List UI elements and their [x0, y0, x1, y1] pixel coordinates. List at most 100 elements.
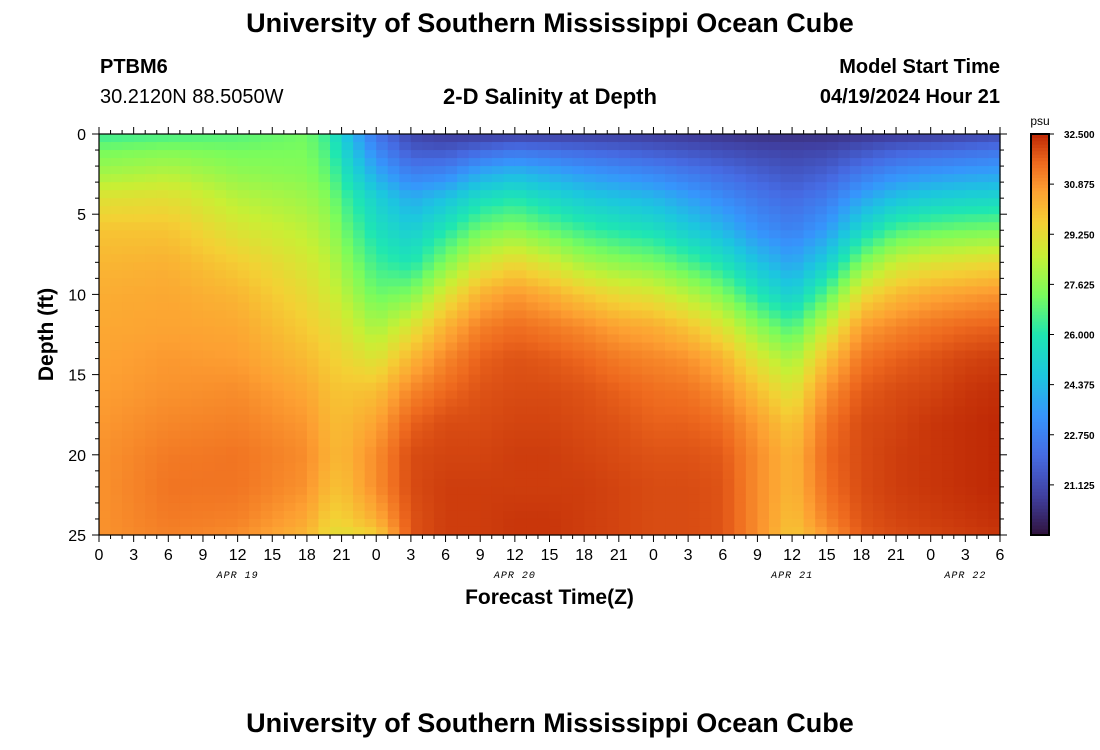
- colorbar-segment: [1031, 387, 1049, 392]
- heatmap-cell: [168, 334, 181, 344]
- heatmap-cell: [780, 214, 793, 223]
- heatmap-cell: [549, 334, 562, 344]
- heatmap-cell: [884, 470, 897, 480]
- heatmap-cell: [179, 310, 193, 320]
- heatmap-cell: [330, 230, 343, 239]
- heatmap-cell: [179, 454, 193, 464]
- heatmap-cell: [168, 398, 181, 408]
- heatmap-cell: [99, 278, 112, 287]
- heatmap-cell: [572, 446, 585, 456]
- heatmap-cell: [641, 166, 655, 175]
- heatmap-cell: [803, 470, 816, 480]
- heatmap-cell: [803, 262, 816, 271]
- heatmap-cell: [133, 486, 146, 496]
- heatmap-cell: [607, 318, 620, 328]
- heatmap-cell: [722, 454, 735, 464]
- heatmap-cell: [688, 174, 701, 183]
- heatmap-cell: [584, 462, 597, 472]
- heatmap-cell: [572, 430, 585, 440]
- heatmap-cell: [896, 406, 909, 416]
- heatmap-cell: [249, 214, 262, 223]
- heatmap-cell: [526, 166, 539, 175]
- heatmap-cell: [491, 334, 504, 344]
- heatmap-cell: [503, 390, 516, 400]
- heatmap-cell: [965, 374, 978, 384]
- heatmap-cell: [410, 470, 424, 480]
- heatmap-cell: [468, 526, 481, 536]
- heatmap-cell: [364, 478, 377, 488]
- heatmap-cell: [745, 374, 759, 384]
- heatmap-cell: [249, 318, 262, 328]
- heatmap-cell: [630, 190, 643, 199]
- heatmap-cell: [272, 470, 285, 480]
- heatmap-cell: [457, 366, 470, 376]
- heatmap-cell: [896, 134, 909, 143]
- heatmap-cell: [457, 470, 470, 480]
- heatmap-cell: [353, 478, 366, 488]
- heatmap-cell: [526, 374, 539, 384]
- heatmap-cell: [295, 222, 308, 231]
- heatmap-cell: [433, 398, 447, 408]
- heatmap-cell: [410, 166, 424, 175]
- heatmap-cell: [249, 390, 262, 400]
- heatmap-cell: [803, 422, 816, 432]
- heatmap-cell: [376, 254, 389, 263]
- heatmap-cell: [653, 438, 666, 448]
- heatmap-cell: [665, 486, 678, 496]
- heatmap-cell: [792, 286, 805, 295]
- heatmap-cell: [665, 286, 678, 295]
- heatmap-cell: [179, 270, 193, 279]
- heatmap-cell: [561, 518, 574, 528]
- heatmap-cell: [584, 430, 597, 440]
- heatmap-cell: [768, 374, 782, 384]
- heatmap-cell: [145, 150, 158, 159]
- heatmap-cell: [295, 414, 308, 424]
- heatmap-cell: [410, 214, 424, 223]
- heatmap-cell: [376, 142, 389, 151]
- heatmap-cell: [491, 414, 504, 424]
- heatmap-cell: [884, 230, 897, 239]
- heatmap-cell: [907, 366, 920, 376]
- heatmap-cell: [156, 358, 169, 368]
- heatmap-cell: [826, 222, 839, 231]
- heatmap-cell: [815, 158, 828, 167]
- heatmap-cell: [630, 246, 643, 255]
- heatmap-cell: [168, 422, 181, 432]
- heatmap-cell: [896, 190, 909, 199]
- y-tick-label: 15: [68, 368, 86, 385]
- heatmap-cell: [353, 342, 366, 352]
- heatmap-cell: [584, 190, 597, 199]
- heatmap-cell: [768, 454, 782, 464]
- heatmap-cell: [445, 270, 458, 279]
- heatmap-cell: [445, 390, 458, 400]
- heatmap-cell: [826, 334, 839, 344]
- heatmap-cell: [445, 486, 458, 496]
- heatmap-cell: [734, 318, 747, 328]
- heatmap-cell: [514, 278, 527, 287]
- heatmap-cell: [745, 286, 759, 295]
- heatmap-cell: [330, 510, 343, 520]
- heatmap-cell: [526, 318, 539, 328]
- heatmap-cell: [849, 422, 862, 432]
- heatmap-cell: [699, 318, 712, 328]
- heatmap-cell: [202, 198, 216, 207]
- heatmap-cell: [179, 334, 193, 344]
- heatmap-cell: [191, 190, 204, 199]
- colorbar-segment: [1031, 448, 1049, 453]
- heatmap-cell: [480, 446, 493, 456]
- colorbar-segment: [1031, 364, 1049, 369]
- heatmap-cell: [641, 430, 655, 440]
- heatmap-cell: [179, 174, 193, 183]
- heatmap-cell: [953, 350, 966, 360]
- heatmap-cell: [549, 262, 562, 271]
- heatmap-cell: [99, 166, 112, 175]
- heatmap-cell: [988, 526, 1001, 536]
- heatmap-cell: [202, 518, 216, 528]
- heatmap-cell: [537, 526, 551, 536]
- heatmap-cell: [283, 198, 296, 207]
- heatmap-cell: [688, 438, 701, 448]
- heatmap-cell: [202, 422, 216, 432]
- heatmap-cell: [665, 502, 678, 512]
- heatmap-cell: [549, 190, 562, 199]
- heatmap-cell: [584, 286, 597, 295]
